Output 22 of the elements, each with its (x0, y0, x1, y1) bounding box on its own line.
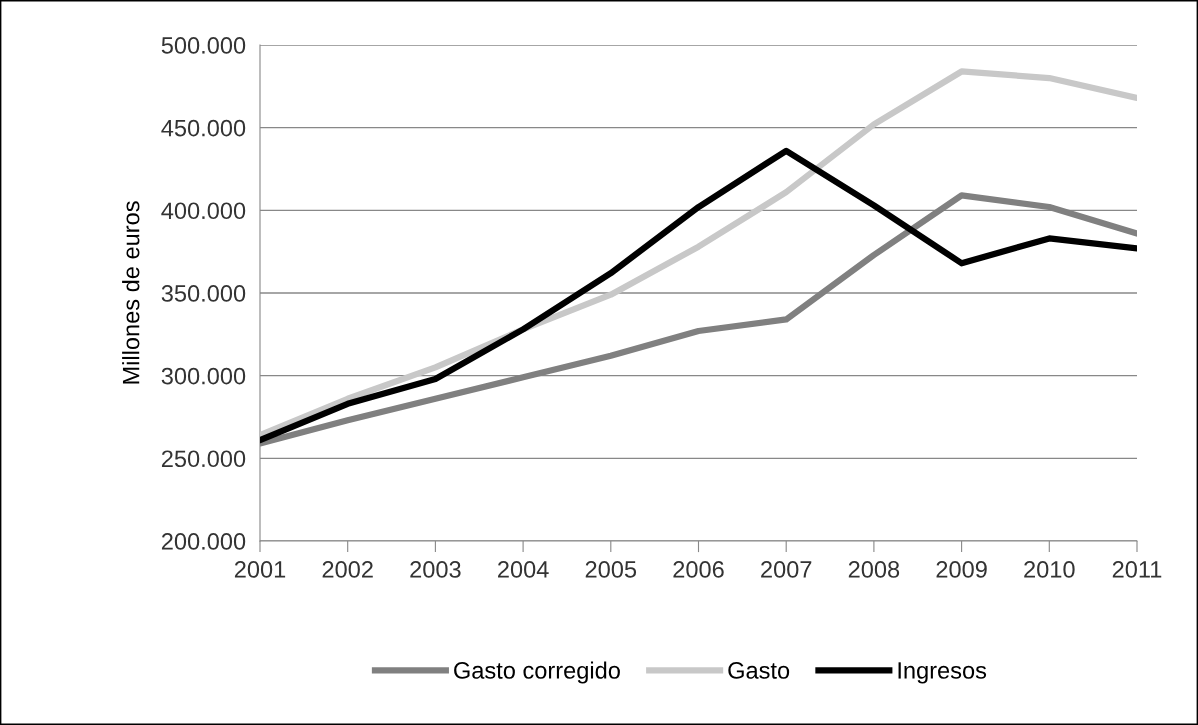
x-tick-label: 2011 (1112, 561, 1162, 578)
x-tick-label: 2004 (498, 561, 549, 578)
y-tick-label: 400.000 (161, 202, 246, 220)
y-axis-title: Millones de euros (122, 201, 140, 384)
x-tick-label: 2007 (761, 561, 812, 578)
y-tick-label: 350.000 (161, 285, 246, 302)
x-tick-label: 2006 (673, 561, 724, 578)
legend-label: Gasto corregido (454, 661, 620, 684)
x-tick-label: 2008 (848, 561, 900, 578)
x-tick-label: 2001 (234, 561, 286, 578)
y-tick-label: 200.000 (161, 533, 246, 550)
y-tick-label: 300.000 (161, 367, 246, 385)
x-tick-label: 2003 (410, 561, 461, 578)
y-tick-label: 250.000 (161, 450, 246, 468)
x-tick-label: 2010 (1024, 561, 1075, 578)
x-tick-label: 2002 (322, 561, 373, 578)
y-tick-label: 500.000 (161, 37, 246, 54)
y-tick-label: 450.000 (161, 119, 246, 137)
x-tick-label: 2009 (936, 561, 987, 578)
legend-label: Ingresos (898, 662, 987, 684)
legend-label: Gasto (728, 662, 790, 679)
x-tick-label: 2005 (585, 561, 637, 578)
